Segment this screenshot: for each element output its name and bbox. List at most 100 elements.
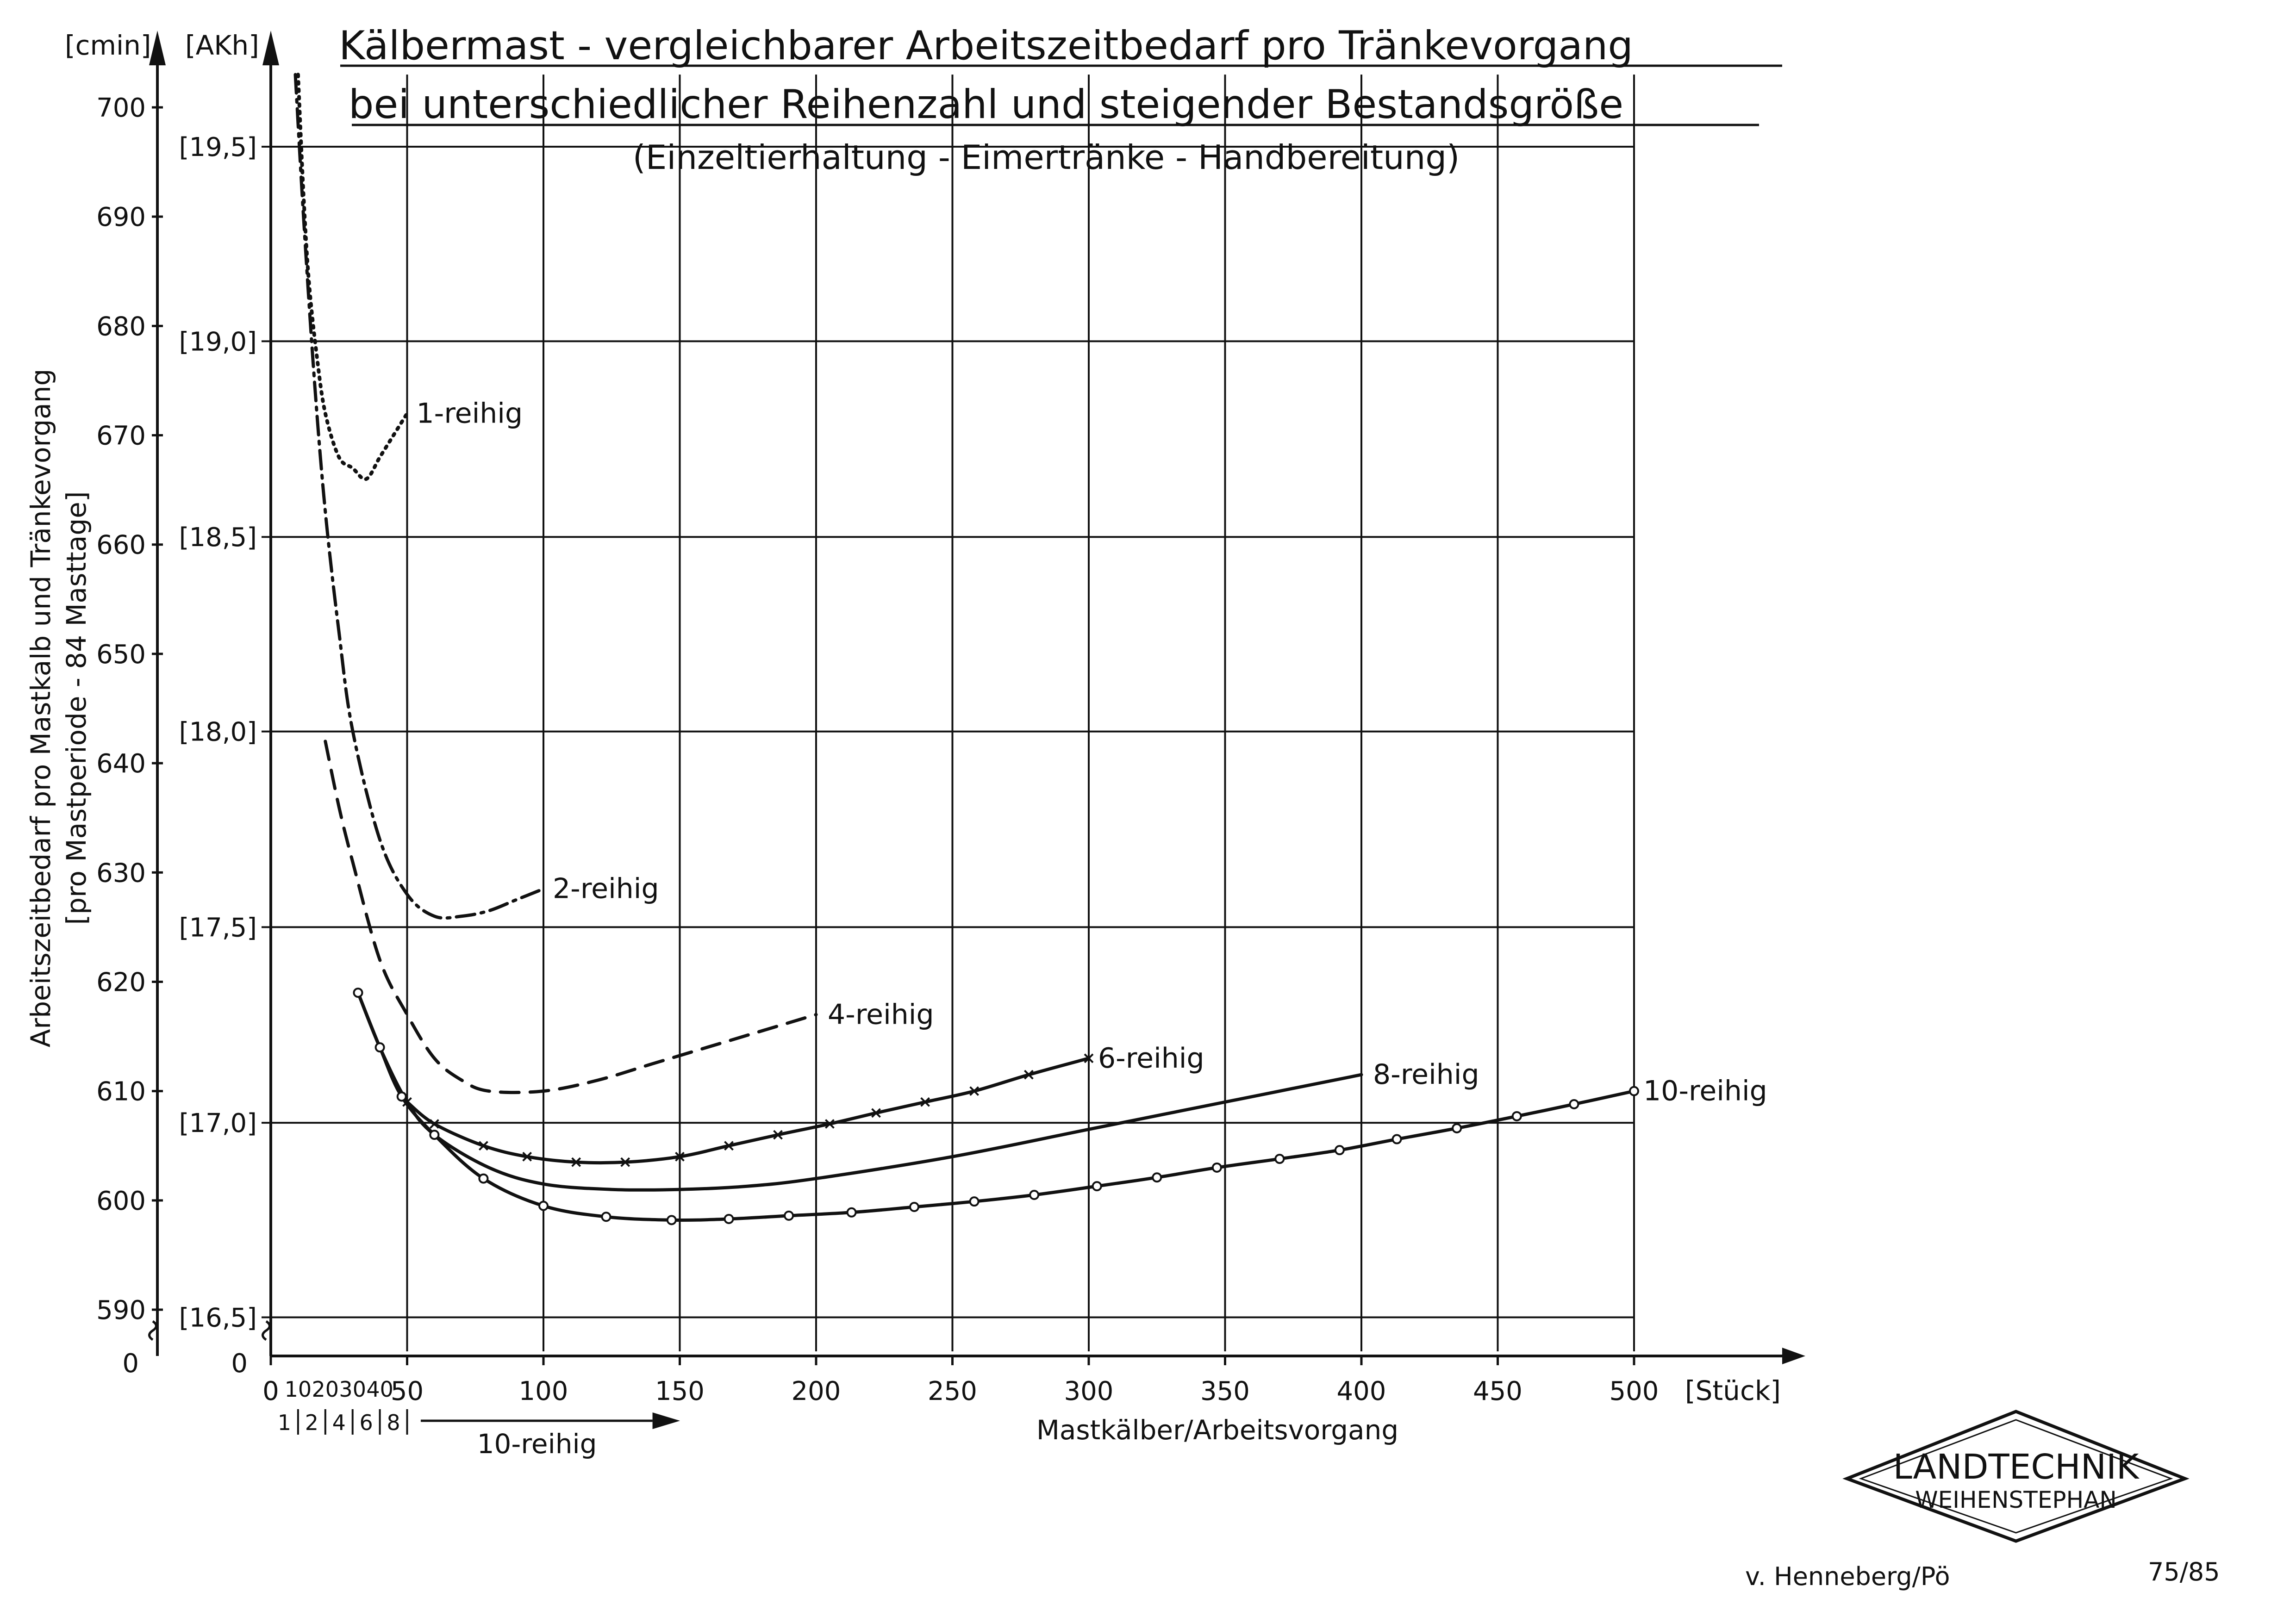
y-tick-label-cmin: 670 [96, 421, 146, 451]
series-marker-10-reihig [1391, 1134, 1402, 1144]
series-marker-6-reihig [571, 1157, 581, 1167]
x-tick-label-small: 10 [285, 1377, 312, 1402]
series-label-4-reihig: 4-reihig [828, 998, 934, 1031]
y-tick-label-cmin: 680 [96, 311, 146, 342]
row-scale-arrowhead [652, 1412, 680, 1429]
y-tick-label-akh: [18,0] [179, 717, 257, 747]
series-marker-10-reihig [1569, 1099, 1579, 1109]
y-unit-cmin: [cmin] [65, 30, 151, 61]
axes [148, 31, 1805, 1364]
y-tick-label-cmin: 590 [96, 1295, 146, 1325]
series-marker-10-reihig [601, 1212, 611, 1222]
series-marker-10-reihig [909, 1201, 920, 1212]
series-marker-6-reihig [920, 1097, 930, 1107]
series-marker-6-reihig [675, 1151, 685, 1162]
series-marker-6-reihig [620, 1157, 630, 1167]
series-marker-10-reihig [478, 1173, 489, 1184]
y-tick-label-akh: [19,0] [179, 327, 257, 357]
series-line-4-reihig [324, 740, 818, 1094]
x-tick-label: 250 [928, 1376, 977, 1406]
series-marker-6-reihig [522, 1151, 532, 1162]
series-marker-6-reihig [1024, 1070, 1034, 1080]
series-label-2-reihig: 2-reihig [553, 873, 659, 905]
series-marker-6-reihig [871, 1108, 881, 1118]
row-scale-label: 4 [332, 1410, 346, 1435]
series-layer: 1-reihig 2-reihig 4-reihig 6-reihig 8-reihig… [293, 73, 1767, 1225]
series-marker-10-reihig [1629, 1086, 1639, 1096]
y-tick-label-akh: [18,5] [179, 522, 257, 553]
y-axis-arrow [262, 31, 279, 66]
series-marker-10-reihig [1274, 1154, 1285, 1164]
x-tick-label: 500 [1610, 1376, 1659, 1406]
y-tick-label-cmin: 690 [96, 202, 146, 232]
x-unit: [Stück] [1685, 1375, 1781, 1406]
y-tick-label-akh: [17,0] [179, 1108, 257, 1138]
y-zero-label-akh: 0 [231, 1349, 248, 1379]
x-tick-label: 350 [1200, 1376, 1250, 1406]
footer-author: v. Henneberg/Pö [1745, 1562, 1950, 1591]
x-tick-label: 300 [1064, 1376, 1114, 1406]
series-marker-6-reihig [825, 1119, 835, 1129]
series-marker-10-reihig [1511, 1111, 1522, 1121]
x-axis-title: Mastkälber/Arbeitsvorgang [1036, 1414, 1398, 1446]
series-label-1-reihig: 1-reihig [417, 397, 523, 429]
series-marker-10-reihig [846, 1207, 857, 1218]
logo-line1: LANDTECHNIK [1893, 1447, 2140, 1487]
y-axis-title: Arbeitszeitbedarf pro Mastkalb und Tränk… [25, 369, 56, 1048]
series-marker-6-reihig [724, 1141, 734, 1151]
series-label-8-reihig: 8-reihig [1373, 1058, 1479, 1091]
series-marker-10-reihig [724, 1213, 734, 1224]
series-marker-10-reihig [969, 1196, 980, 1207]
y-tick-label-cmin: 660 [96, 530, 146, 560]
series-marker-10-reihig [666, 1215, 677, 1225]
row-scale-label: 6 [360, 1410, 373, 1435]
y-tick-label-akh: [17,5] [179, 913, 257, 943]
y-tick-label-cmin: 630 [96, 858, 146, 888]
series-marker-6-reihig [773, 1130, 783, 1140]
x-tick-label-small: 20 [312, 1377, 339, 1402]
row-scale-label: 8 [387, 1410, 400, 1435]
series-marker-10-reihig [1334, 1145, 1345, 1156]
chart-title: Kälbermast - vergleichbarer Arbeitszeitb… [339, 23, 1633, 69]
y-axis-left-break [148, 1320, 157, 1341]
series-marker-6-reihig [479, 1141, 488, 1151]
series-marker-10-reihig [1092, 1181, 1102, 1192]
x-tick-label-small: 30 [339, 1377, 366, 1402]
series-line-2-reihig [293, 73, 545, 920]
series-marker-6-reihig [969, 1086, 980, 1096]
row-scale-arrow-label: 10-reihig [477, 1428, 597, 1460]
x-tick-label-small: 40 [366, 1377, 393, 1402]
series-label-10-reihig: 10-reihig [1643, 1075, 1767, 1107]
y-axis-right-break [262, 1320, 271, 1341]
landtechnik-logo: LANDTECHNIK WEIHENSTEPHAN [1842, 1410, 2190, 1543]
x-tick-label: 450 [1473, 1376, 1522, 1406]
x-tick-label: 100 [519, 1376, 568, 1406]
chart-title-line2: bei unterschiedlicher Reihenzahl und ste… [349, 81, 1623, 128]
y-tick-label-cmin: 700 [96, 93, 146, 123]
y-tick-label-cmin: 650 [96, 640, 146, 670]
series-line-1-reihig [296, 73, 409, 481]
y-tick-label-akh: [16,5] [179, 1303, 257, 1333]
y-tick-label-cmin: 640 [96, 749, 146, 779]
y-tick-label-akh: [19,5] [179, 132, 257, 162]
series-marker-6-reihig [429, 1119, 439, 1129]
series-label-6-reihig: 6-reihig [1098, 1042, 1204, 1075]
y-axis-left-arrow [149, 31, 166, 66]
row-scale-label: 1 [278, 1410, 291, 1435]
series-marker-10-reihig [353, 988, 363, 998]
x-tick-label: 400 [1337, 1376, 1386, 1406]
series-line-6-reihig [406, 1057, 1091, 1165]
series-marker-10-reihig [429, 1130, 440, 1140]
logo-line2: WEIHENSTEPHAN [1915, 1486, 2117, 1513]
y-zero-label-cmin: 0 [122, 1349, 139, 1379]
x-tick-label: 200 [792, 1376, 841, 1406]
x-tick-label: 150 [655, 1376, 705, 1406]
y-axis-title-2: [pro Mastperiode - 84 Masttage] [61, 491, 92, 925]
x-tick-label: 0 [262, 1376, 279, 1406]
y-tick-label-cmin: 620 [96, 967, 146, 997]
chart-subtitle: (Einzeltierhaltung - Eimertränke - Handb… [633, 138, 1460, 177]
footer-code: 75/85 [2148, 1557, 2220, 1586]
